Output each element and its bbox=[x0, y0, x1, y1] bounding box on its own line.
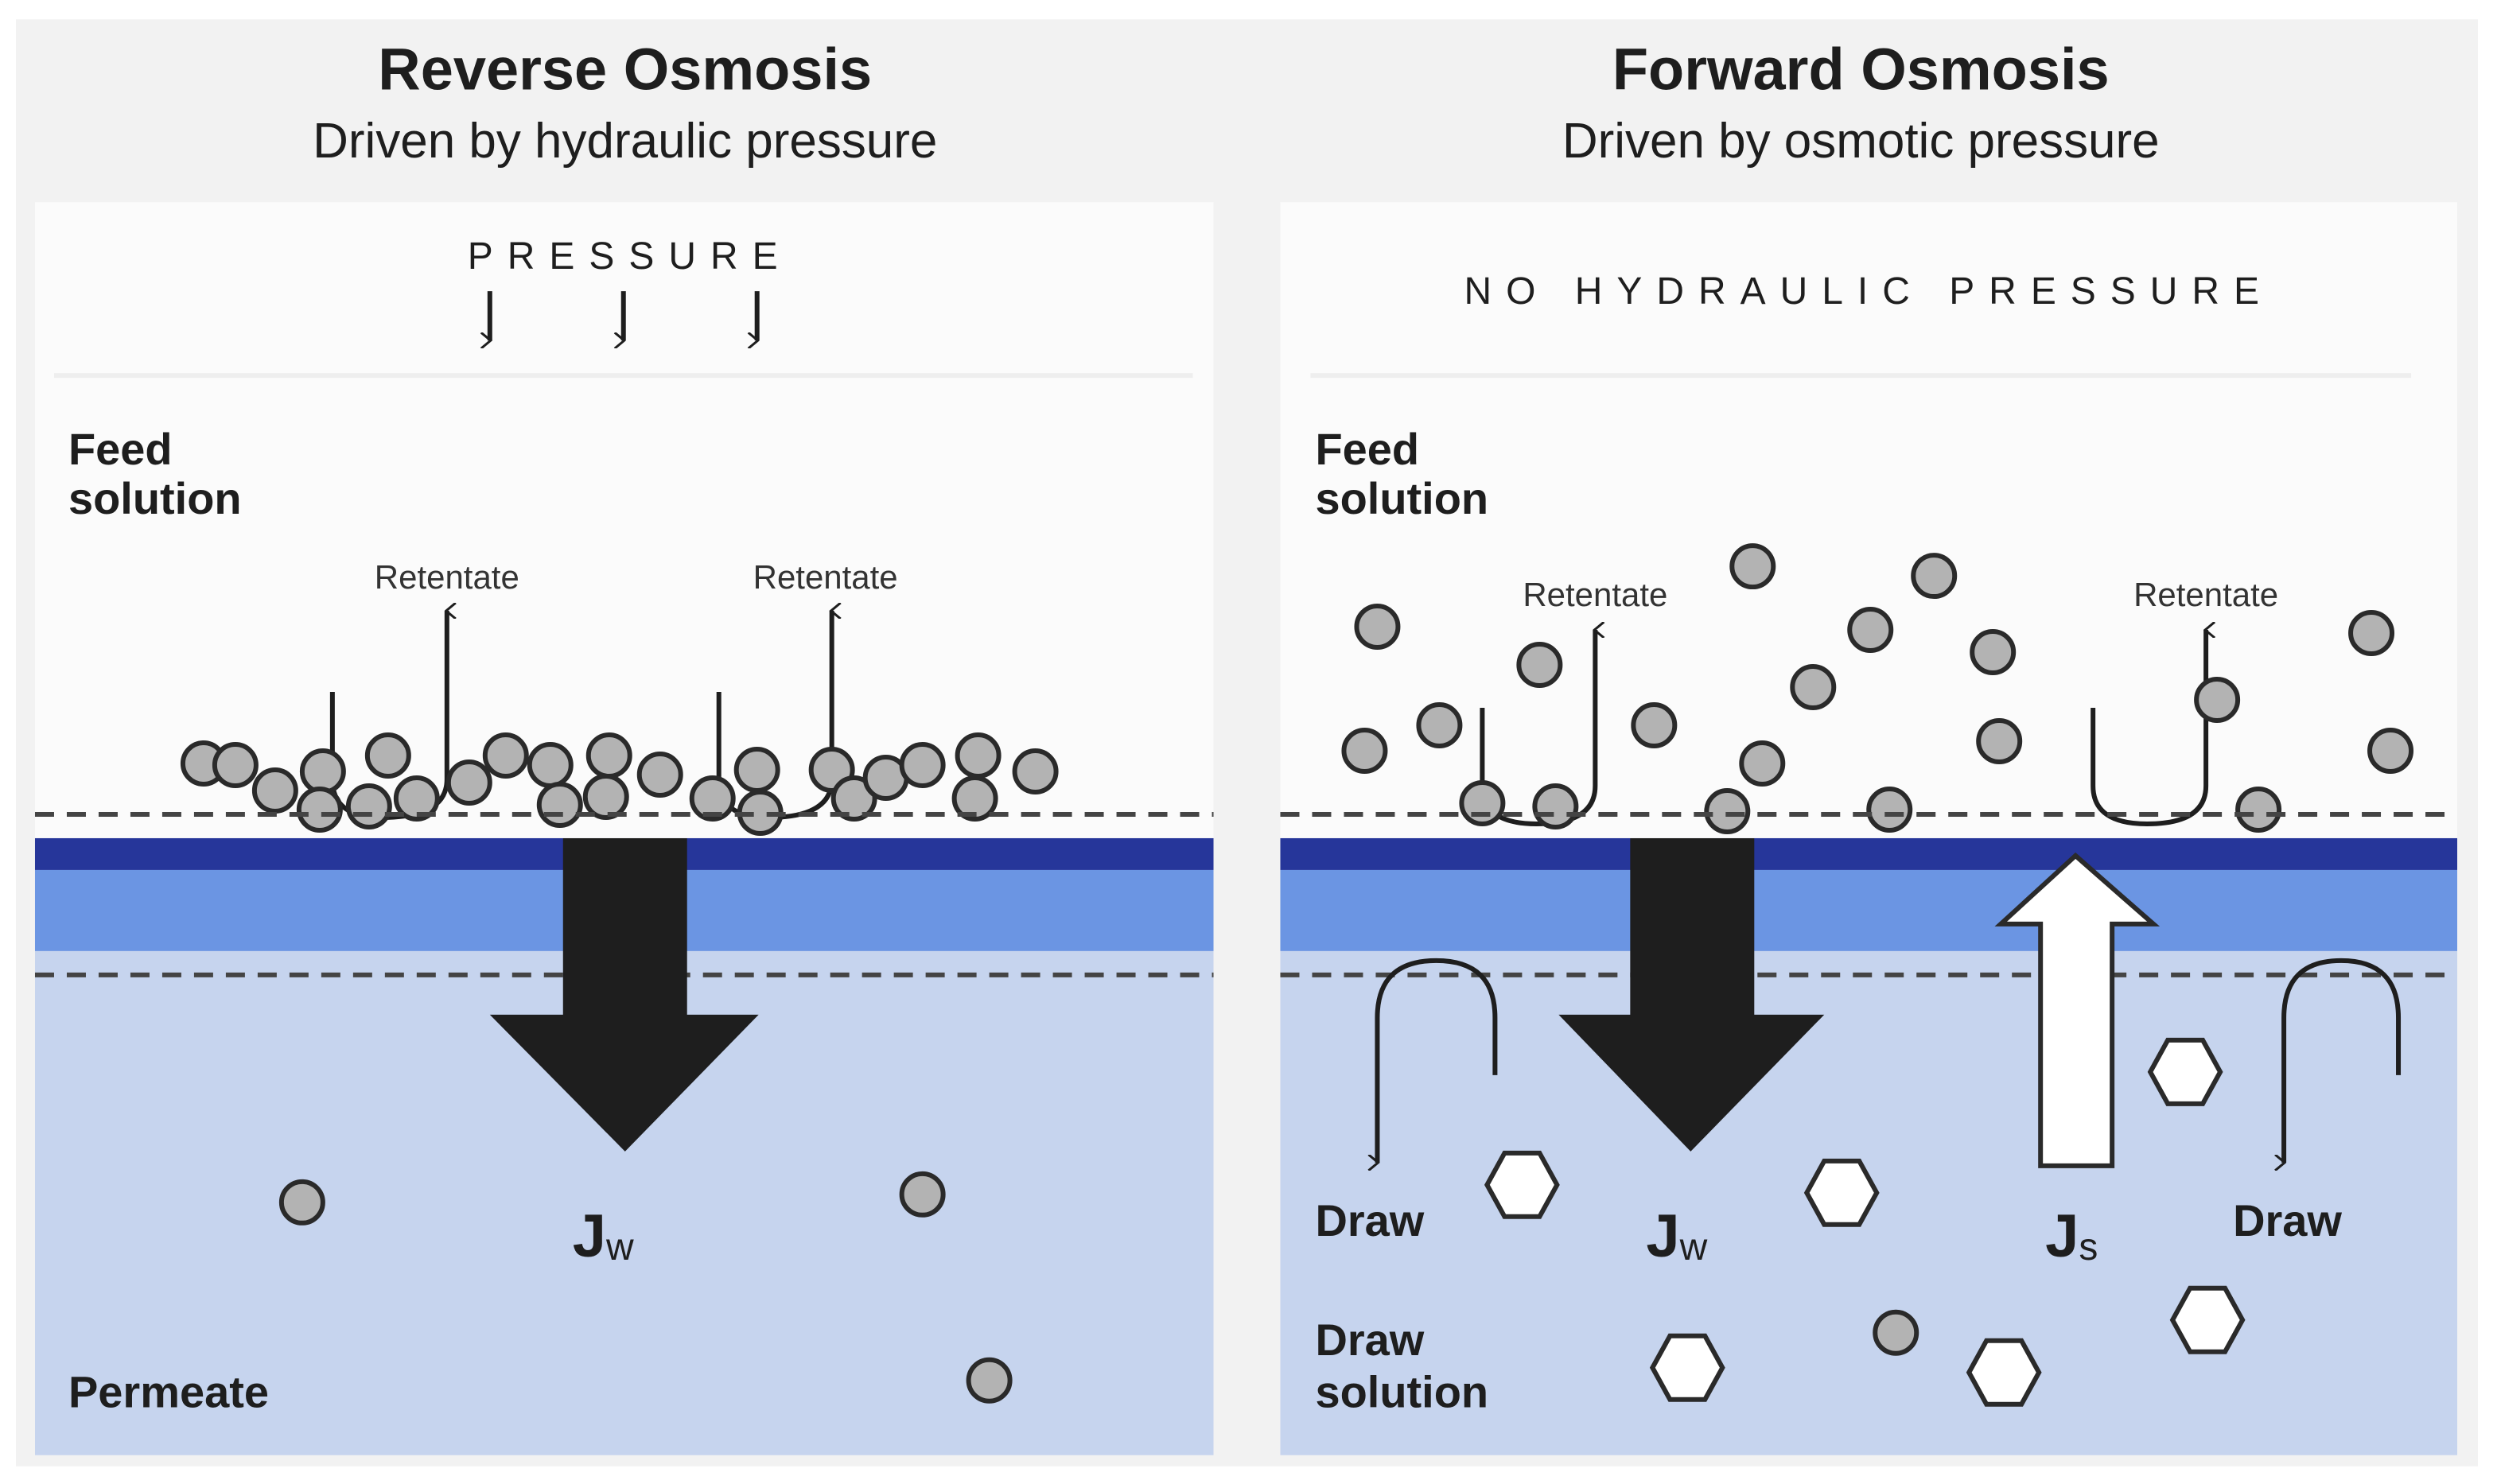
ro-permeate-label: Permeate bbox=[68, 1367, 269, 1417]
fo-water-flux-label: Jw bbox=[1646, 1202, 1707, 1270]
forward-osmosis-panel: Forward Osmosis Driven by osmotic pressu… bbox=[1280, 36, 2458, 1455]
solute-particle bbox=[1729, 543, 1776, 590]
fo-feed-solutes bbox=[1341, 543, 2414, 1356]
solute-particle bbox=[951, 775, 998, 822]
solute-particle bbox=[296, 786, 343, 833]
draw-solute-particle bbox=[1803, 1158, 1880, 1227]
solute-particle bbox=[636, 751, 683, 798]
solute-particle bbox=[830, 775, 877, 822]
fo-pressure-label: NO HYDRAULIC PRESSURE bbox=[1464, 270, 2273, 313]
pressure-arrow-icons bbox=[490, 291, 760, 340]
fo-retentate-label: Retentate bbox=[1523, 576, 1667, 613]
solute-particle bbox=[1739, 740, 1786, 787]
ro-retentate-label: Retentate bbox=[753, 558, 898, 596]
solute-particle bbox=[278, 1179, 325, 1226]
ro-feed-solutes bbox=[180, 732, 1059, 1404]
fo-membrane-support-layer bbox=[1280, 869, 2458, 951]
fo-solute-flux-label: Js bbox=[2045, 1202, 2098, 1270]
ro-feed-label: Feed bbox=[68, 424, 173, 474]
solute-particle bbox=[1532, 783, 1579, 829]
ro-feed-label: solution bbox=[68, 473, 242, 523]
solute-particle bbox=[1516, 642, 1563, 689]
draw-arrow bbox=[2284, 958, 2402, 1163]
fo-feed-region bbox=[1280, 202, 2458, 838]
draw-solute-particle bbox=[1649, 1333, 1725, 1402]
solute-particle bbox=[345, 783, 392, 829]
solute-particle bbox=[2367, 728, 2414, 774]
fo-retentate-label: Retentate bbox=[2133, 576, 2278, 613]
solute-particle bbox=[2194, 677, 2241, 724]
fo-solute-flux-arrow bbox=[1994, 852, 2161, 1168]
fo-draw-solutes bbox=[1484, 1037, 2246, 1407]
reverse-osmosis-panel: Reverse Osmosis Driven by hydraulic pres… bbox=[34, 36, 1214, 1455]
solute-particle bbox=[536, 781, 583, 828]
solute-particle bbox=[393, 775, 440, 822]
solute-particle bbox=[1847, 607, 1894, 654]
solute-particle bbox=[212, 741, 259, 788]
ro-pressure-label: PRESSURE bbox=[468, 235, 792, 278]
solute-particle bbox=[1976, 718, 2023, 764]
fo-draw-label: Draw bbox=[2233, 1195, 2342, 1245]
draw-solute-particle bbox=[2147, 1037, 2223, 1106]
draw-solute-particle bbox=[1484, 1150, 1560, 1219]
solute-particle bbox=[482, 732, 529, 779]
solute-particle bbox=[2235, 786, 2282, 833]
ro-title: Reverse Osmosis bbox=[378, 36, 872, 102]
fo-feed-label: solution bbox=[1315, 473, 1488, 523]
solute-particle bbox=[2348, 610, 2395, 657]
solute-particle bbox=[1911, 553, 1958, 600]
solute-particle bbox=[585, 732, 632, 779]
fo-title: Forward Osmosis bbox=[1612, 36, 2110, 102]
solute-particle bbox=[1873, 1309, 1919, 1356]
draw-solute-particle bbox=[2169, 1285, 2246, 1354]
ro-retentate-label: Retentate bbox=[375, 558, 519, 596]
solute-particle bbox=[1012, 748, 1059, 794]
solute-particle bbox=[689, 775, 736, 822]
solute-particle bbox=[364, 732, 411, 779]
solute-particle bbox=[1416, 702, 1463, 748]
solute-particle bbox=[1459, 779, 1506, 826]
solute-particle bbox=[733, 746, 780, 793]
solute-particle bbox=[1970, 629, 2017, 676]
ro-subtitle: Driven by hydraulic pressure bbox=[313, 114, 937, 169]
solute-particle bbox=[899, 741, 946, 788]
solute-particle bbox=[899, 1171, 946, 1218]
fo-membrane-active-layer bbox=[1280, 837, 2458, 870]
solute-particle bbox=[1704, 787, 1751, 834]
fo-water-flux-arrow bbox=[1558, 837, 1825, 1152]
solute-particle bbox=[527, 741, 574, 788]
draw-arrow bbox=[1377, 958, 1498, 1163]
solute-particle bbox=[1866, 786, 1913, 833]
solute-particle bbox=[955, 732, 1002, 779]
ro-flux-label: Jw bbox=[573, 1202, 634, 1270]
solute-particle bbox=[582, 773, 629, 820]
solute-particle bbox=[251, 767, 298, 814]
fo-draw-label: Draw bbox=[1315, 1195, 1424, 1245]
solute-particle bbox=[1354, 604, 1401, 651]
ro-water-flux-arrow bbox=[489, 837, 759, 1152]
solute-particle bbox=[1790, 664, 1837, 711]
fo-feed-label: Feed bbox=[1315, 424, 1419, 474]
fo-draw-solution-label: Draw bbox=[1315, 1315, 1424, 1365]
fo-subtitle: Driven by osmotic pressure bbox=[1562, 114, 2160, 169]
solute-particle bbox=[1631, 702, 1678, 748]
solute-particle bbox=[1341, 728, 1388, 774]
solute-particle bbox=[299, 748, 346, 794]
retentate-arrow bbox=[2091, 630, 2206, 826]
solute-particle bbox=[445, 759, 492, 806]
fo-draw-solution-label: solution bbox=[1315, 1367, 1488, 1417]
draw-solute-particle bbox=[1966, 1338, 2042, 1407]
solute-particle bbox=[966, 1357, 1013, 1404]
